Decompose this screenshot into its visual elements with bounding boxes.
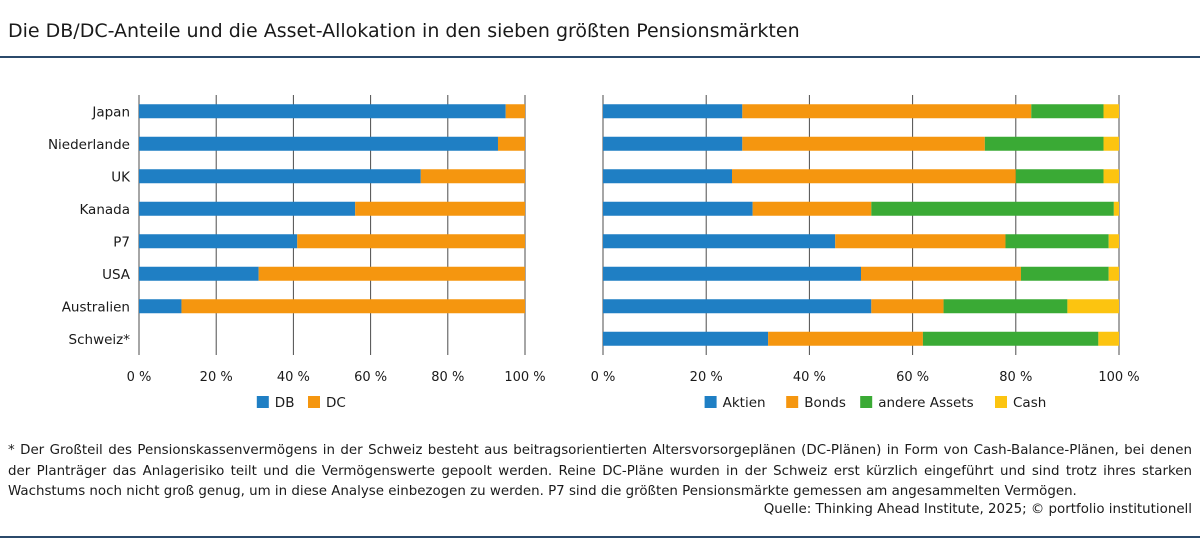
x-tick-label: 0 % xyxy=(591,370,616,385)
bar-dc-niederlande xyxy=(497,136,525,151)
bar-bonds-usa xyxy=(861,266,1021,281)
category-label-usa: USA xyxy=(102,267,131,283)
bottom-divider xyxy=(0,536,1200,538)
legend-swatch-db xyxy=(256,396,269,408)
bar-cash-uk xyxy=(1103,169,1119,184)
legend-swatch-dc xyxy=(308,396,320,408)
bar-db-p7 xyxy=(139,234,298,249)
bar-db-australien xyxy=(139,299,182,314)
bar-db-usa xyxy=(139,266,259,281)
bar-cash-kanada xyxy=(1113,201,1119,216)
bar-cash-australien xyxy=(1067,299,1119,314)
bar-bonds-kanada xyxy=(752,201,872,216)
x-tick-label: 80 % xyxy=(431,370,464,385)
charts-canvas: 0 % 20 % 40 % 60 % 80 % 100 % Japan Niederlande… xyxy=(48,95,1140,411)
bar-bonds-japan xyxy=(742,104,1032,119)
asset-allocation-chart: 0 % 20 % 40 % 60 % 80 % 100 % Aktien Bonds ander… xyxy=(591,95,1140,411)
bar-bonds-australien xyxy=(871,299,944,314)
x-tick-label: 80 % xyxy=(999,370,1032,385)
bar-db-niederlande xyxy=(139,136,498,151)
bar-db-japan xyxy=(139,104,506,119)
bar-dc-usa xyxy=(258,266,525,281)
top-divider xyxy=(0,56,1200,58)
bar-bonds-schweiz xyxy=(768,331,923,346)
bar-cash-niederlande xyxy=(1103,136,1119,151)
bar-bonds-p7 xyxy=(835,234,1006,249)
legend-label-db: DB xyxy=(275,395,295,411)
x-tick-label: 20 % xyxy=(200,370,233,385)
category-label-p7: P7 xyxy=(113,234,130,250)
x-tick-label: 0 % xyxy=(127,370,152,385)
x-tick-label: 100 % xyxy=(1098,370,1139,385)
bar-dc-australien xyxy=(181,299,525,314)
bar-cash-usa xyxy=(1108,266,1119,281)
bar-bonds-niederlande xyxy=(742,136,985,151)
x-tick-label: 40 % xyxy=(793,370,826,385)
legend-label-cash: Cash xyxy=(1013,395,1046,411)
category-label-uk: UK xyxy=(111,169,131,185)
legend-label-dc: DC xyxy=(326,395,346,411)
legend-swatch-cash xyxy=(995,396,1007,408)
bar-andere-assets-p7 xyxy=(1005,234,1109,249)
bar-bonds-uk xyxy=(732,169,1016,184)
bar-aktien-niederlande xyxy=(603,136,743,151)
bar-aktien-uk xyxy=(603,169,732,184)
bar-dc-p7 xyxy=(297,234,525,249)
bar-cash-schweiz xyxy=(1098,331,1119,346)
bar-aktien-p7 xyxy=(603,234,836,249)
bar-db-kanada xyxy=(139,201,356,216)
legend: Aktien Bonds andere Assets Cash xyxy=(704,395,1046,411)
bar-dc-uk xyxy=(420,169,525,184)
bar-dc-kanada xyxy=(355,201,525,216)
x-tick-label: 40 % xyxy=(277,370,310,385)
bar-andere-assets-niederlande xyxy=(984,136,1104,151)
footnote: * Der Großteil des Pensionskassenvermöge… xyxy=(8,443,1192,499)
x-tick-label: 20 % xyxy=(690,370,723,385)
bar-dc-japan xyxy=(505,104,525,119)
bar-cash-japan xyxy=(1103,104,1119,119)
bar-andere-assets-australien xyxy=(943,299,1068,314)
bar-andere-assets-uk xyxy=(1015,169,1104,184)
source-note: Quelle: Thinking Ahead Institute, 2025; … xyxy=(763,502,1192,517)
category-label-schweiz: Schweiz* xyxy=(69,332,131,348)
bar-aktien-japan xyxy=(603,104,743,119)
x-tick-label: 60 % xyxy=(896,370,929,385)
category-label-niederlande: Niederlande xyxy=(48,137,130,153)
page-title: Die DB/DC-Anteile und die Asset-Allokati… xyxy=(8,20,800,42)
legend-swatch-andere-assets xyxy=(860,396,873,408)
legend-swatch-aktien xyxy=(704,396,717,408)
category-label-japan: Japan xyxy=(91,104,130,120)
bar-andere-assets-usa xyxy=(1020,266,1109,281)
bar-aktien-schweiz xyxy=(603,331,769,346)
bar-andere-assets-kanada xyxy=(871,201,1114,216)
legend-label-aktien: Aktien xyxy=(723,395,766,411)
bar-andere-assets-japan xyxy=(1031,104,1104,119)
bar-db-uk xyxy=(139,169,421,184)
bar-andere-assets-schweiz xyxy=(922,331,1099,346)
legend: DB DC xyxy=(256,395,346,411)
db-dc-chart: 0 % 20 % 40 % 60 % 80 % 100 % Japan Niederlande… xyxy=(48,95,546,411)
x-tick-label: 60 % xyxy=(354,370,387,385)
legend-label-andere-assets: andere Assets xyxy=(878,395,974,411)
x-tick-label: 100 % xyxy=(504,370,545,385)
bar-aktien-kanada xyxy=(603,201,753,216)
bar-cash-p7 xyxy=(1108,234,1119,249)
category-label-kanada: Kanada xyxy=(79,202,130,218)
category-label-australien: Australien xyxy=(62,299,130,315)
bar-aktien-australien xyxy=(603,299,872,314)
legend-swatch-bonds xyxy=(786,396,799,408)
legend-label-bonds: Bonds xyxy=(804,395,846,411)
bar-aktien-usa xyxy=(603,266,861,281)
